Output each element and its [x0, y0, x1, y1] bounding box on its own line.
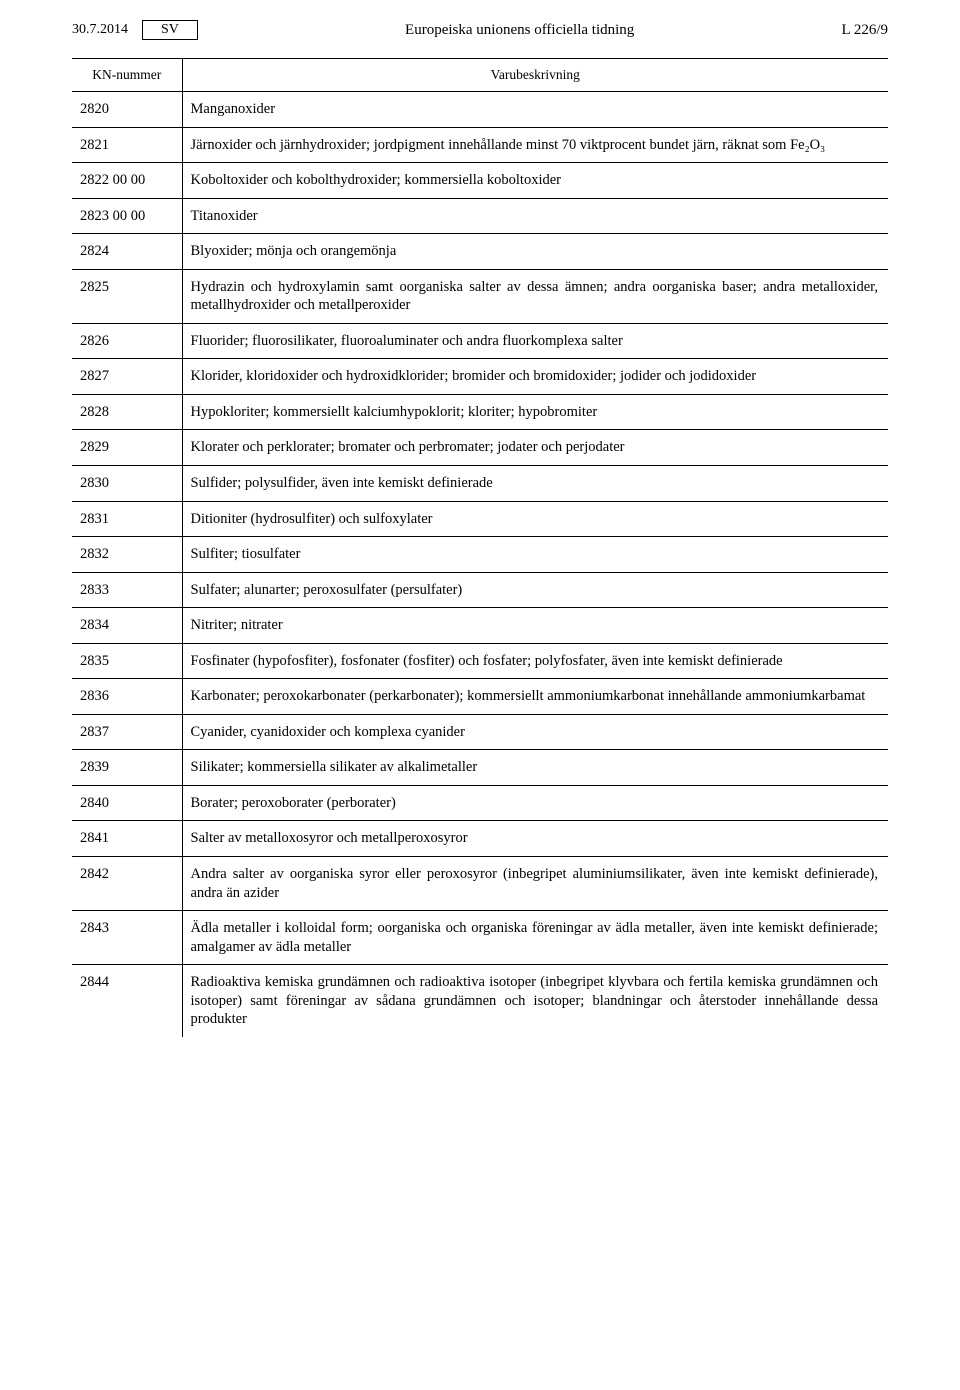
- cell-desc: Borater; peroxoborater (perborater): [182, 785, 888, 821]
- cell-cn: 2830: [72, 466, 182, 502]
- cell-desc: Sulfater; alunarter; peroxosulfater (per…: [182, 572, 888, 608]
- cell-desc: Titanoxider: [182, 198, 888, 234]
- table-row: 2825Hydrazin och hydroxylamin samt oorga…: [72, 269, 888, 323]
- cell-cn: 2839: [72, 750, 182, 786]
- cell-desc: Ädla metaller i kolloidal form; oorganis…: [182, 911, 888, 965]
- cell-desc: Fosfinater (hypofosfiter), fosfonater (f…: [182, 643, 888, 679]
- table-row: 2829Klorater och perklorater; bromater o…: [72, 430, 888, 466]
- table-row: 2828Hypokloriter; kommersiellt kalciumhy…: [72, 394, 888, 430]
- table-row: 2833Sulfater; alunarter; peroxosulfater …: [72, 572, 888, 608]
- table-row: 2840Borater; peroxoborater (perborater): [72, 785, 888, 821]
- cell-cn: 2842: [72, 857, 182, 911]
- header-date: 30.7.2014: [72, 22, 128, 38]
- header-left: 30.7.2014 SV: [72, 20, 198, 40]
- table-body: 2820Manganoxider2821Järnoxider och järnh…: [72, 92, 888, 1037]
- table-row: 2835Fosfinater (hypofosfiter), fosfonate…: [72, 643, 888, 679]
- cell-cn: 2833: [72, 572, 182, 608]
- cell-desc: Sulfider; polysulfider, även inte kemisk…: [182, 466, 888, 502]
- header-lang-box: SV: [142, 20, 198, 40]
- table-row: 2831Ditioniter (hydrosulfiter) och sulfo…: [72, 501, 888, 537]
- cell-cn: 2840: [72, 785, 182, 821]
- page: 30.7.2014 SV Europeiska unionens officie…: [0, 0, 960, 1077]
- cell-desc: Nitriter; nitrater: [182, 608, 888, 644]
- table-row: 2836Karbonater; peroxokarbonater (perkar…: [72, 679, 888, 715]
- column-header-cn: KN-nummer: [72, 59, 182, 92]
- cell-cn: 2843: [72, 911, 182, 965]
- cell-desc: Radioaktiva kemiska grundämnen och radio…: [182, 965, 888, 1037]
- table-row: 2832Sulfiter; tiosulfater: [72, 537, 888, 573]
- table-row: 2839Silikater; kommersiella silikater av…: [72, 750, 888, 786]
- cell-desc: Salter av metalloxosyror och metallperox…: [182, 821, 888, 857]
- table-row: 2824Blyoxider; mönja och orangemönja: [72, 234, 888, 270]
- table-row: 2830Sulfider; polysulfider, även inte ke…: [72, 466, 888, 502]
- table-row: 2844Radioaktiva kemiska grundämnen och r…: [72, 965, 888, 1037]
- cell-desc: Hydrazin och hydroxylamin samt oorganisk…: [182, 269, 888, 323]
- table-row: 2834Nitriter; nitrater: [72, 608, 888, 644]
- table-row: 2826Fluorider; fluorosilikater, fluoroal…: [72, 323, 888, 359]
- cell-desc: Ditioniter (hydrosulfiter) och sulfoxyla…: [182, 501, 888, 537]
- column-header-desc: Varubeskrivning: [182, 59, 888, 92]
- cell-cn: 2827: [72, 359, 182, 395]
- header-journal-title: Europeiska unionens officiella tidning: [198, 22, 842, 39]
- cell-desc: Järnoxider och järnhydroxider; jordpigme…: [182, 127, 888, 163]
- cell-cn: 2824: [72, 234, 182, 270]
- cell-cn: 2831: [72, 501, 182, 537]
- cell-cn: 2825: [72, 269, 182, 323]
- table-header-row: KN-nummer Varubeskrivning: [72, 59, 888, 92]
- cell-desc: Hypokloriter; kommersiellt kalciumhypokl…: [182, 394, 888, 430]
- table-row: 2827Klorider, kloridoxider och hydroxidk…: [72, 359, 888, 395]
- cell-desc: Silikater; kommersiella silikater av alk…: [182, 750, 888, 786]
- cell-cn: 2820: [72, 92, 182, 128]
- cell-cn: 2823 00 00: [72, 198, 182, 234]
- page-header: 30.7.2014 SV Europeiska unionens officie…: [72, 20, 888, 40]
- cell-desc: Cyanider, cyanidoxider och komplexa cyan…: [182, 714, 888, 750]
- table-row: 2837Cyanider, cyanidoxider och komplexa …: [72, 714, 888, 750]
- table-row: 2821Järnoxider och järnhydroxider; jordp…: [72, 127, 888, 163]
- cell-cn: 2841: [72, 821, 182, 857]
- cn-table: KN-nummer Varubeskrivning 2820Manganoxid…: [72, 58, 888, 1037]
- table-row: 2822 00 00Koboltoxider och kobolthydroxi…: [72, 163, 888, 199]
- table-row: 2823 00 00Titanoxider: [72, 198, 888, 234]
- cell-cn: 2837: [72, 714, 182, 750]
- table-row: 2843Ädla metaller i kolloidal form; oorg…: [72, 911, 888, 965]
- cell-cn: 2832: [72, 537, 182, 573]
- cell-cn: 2826: [72, 323, 182, 359]
- table-row: 2820Manganoxider: [72, 92, 888, 128]
- header-page-ref: L 226/9: [841, 22, 888, 39]
- cell-desc: Manganoxider: [182, 92, 888, 128]
- cell-desc: Klorater och perklorater; bromater och p…: [182, 430, 888, 466]
- table-row: 2842Andra salter av oorganiska syror ell…: [72, 857, 888, 911]
- cell-cn: 2844: [72, 965, 182, 1037]
- cell-desc: Koboltoxider och kobolthydroxider; komme…: [182, 163, 888, 199]
- cell-desc: Andra salter av oorganiska syror eller p…: [182, 857, 888, 911]
- cell-desc: Fluorider; fluorosilikater, fluoroalumin…: [182, 323, 888, 359]
- table-row: 2841Salter av metalloxosyror och metallp…: [72, 821, 888, 857]
- cell-cn: 2822 00 00: [72, 163, 182, 199]
- cell-cn: 2836: [72, 679, 182, 715]
- cell-cn: 2821: [72, 127, 182, 163]
- cell-cn: 2829: [72, 430, 182, 466]
- cell-cn: 2834: [72, 608, 182, 644]
- cell-desc: Klorider, kloridoxider och hydroxidklori…: [182, 359, 888, 395]
- cell-desc: Karbonater; peroxokarbonater (perkarbona…: [182, 679, 888, 715]
- cell-cn: 2835: [72, 643, 182, 679]
- cell-desc: Blyoxider; mönja och orangemönja: [182, 234, 888, 270]
- cell-desc: Sulfiter; tiosulfater: [182, 537, 888, 573]
- cell-cn: 2828: [72, 394, 182, 430]
